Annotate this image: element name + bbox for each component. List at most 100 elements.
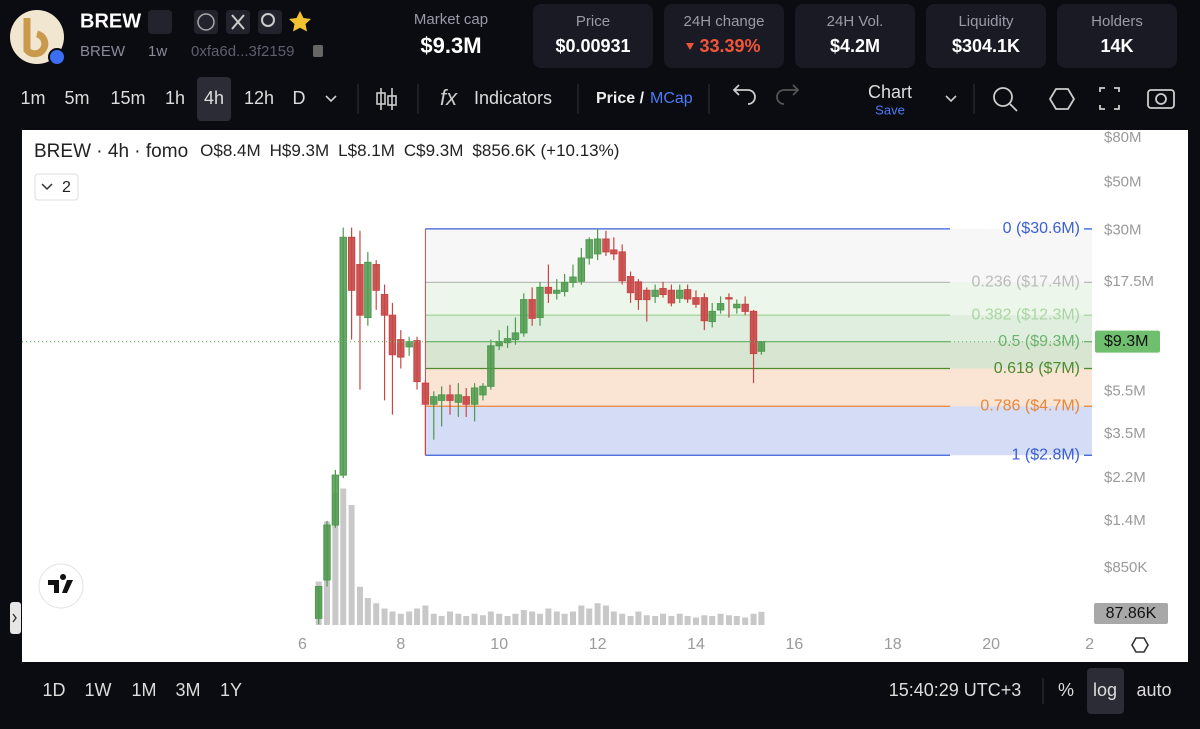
candle-body — [520, 299, 528, 334]
interval[interactable]: 15m — [110, 88, 145, 108]
candle-body — [413, 340, 421, 383]
candle-body — [528, 299, 536, 319]
stat-label: 24H change — [684, 13, 765, 30]
interval[interactable]: 5m — [64, 88, 89, 108]
plot: 0 ($30.6M) 0.236 ($17.4M) 0.382 ($12.3M) 0.… — [22, 129, 1168, 653]
volume-box — [1094, 603, 1168, 624]
stat-label: Liquidity — [958, 13, 1014, 30]
fib-label: 1 ($2.8M) — [1012, 446, 1080, 463]
icon-settings[interactable] — [1048, 88, 1076, 110]
volume-bar — [348, 505, 355, 625]
icon-candles[interactable] — [380, 88, 393, 110]
candle-body — [314, 585, 323, 619]
icon-zoom-handle — [1009, 103, 1018, 112]
chevron — [41, 183, 53, 191]
range-button[interactable]: 3M — [175, 680, 200, 700]
chevron[interactable] — [945, 95, 957, 103]
range-button[interactable]: 1D — [42, 680, 65, 700]
stat-label: 24H Vol. — [827, 13, 884, 30]
stat-value: 14K — [1100, 36, 1133, 56]
candle-body — [618, 251, 626, 282]
auto-toggle[interactable]: auto — [1136, 680, 1171, 700]
fib-label: 0 ($30.6M) — [1003, 220, 1080, 237]
candle-body — [733, 303, 741, 309]
candle-body — [544, 286, 553, 294]
volume-bar — [569, 611, 576, 625]
indicator-count[interactable]: 2 — [62, 179, 71, 196]
volume-bar — [455, 613, 462, 625]
icon-zoom[interactable] — [993, 87, 1013, 107]
interval[interactable]: D — [293, 88, 306, 108]
icon-fullscreen[interactable] — [1099, 87, 1120, 110]
candle-body — [487, 345, 495, 387]
icon-fx[interactable]: fx — [440, 85, 458, 110]
icon-undo[interactable] — [732, 84, 756, 105]
candle-body — [577, 257, 586, 282]
icon-redo[interactable] — [776, 84, 800, 105]
x-tick-label: 16 — [785, 636, 803, 653]
y-tick-label: $30M — [1104, 222, 1142, 239]
percent-toggle[interactable]: % — [1058, 680, 1074, 700]
range-button[interactable]: 1M — [131, 680, 156, 700]
log-toggle[interactable]: log — [1093, 680, 1117, 700]
volume-bar — [463, 616, 470, 625]
volume-bar — [701, 615, 708, 625]
candle-body — [470, 387, 479, 405]
indicators-button[interactable]: Indicators — [474, 88, 552, 108]
volume-bar — [529, 611, 536, 625]
chart-button[interactable]: Chart — [868, 82, 912, 102]
change: $856.6K (+10.13%) — [472, 141, 619, 160]
volume-bar — [742, 617, 749, 625]
ohlc-key: O — [200, 141, 213, 160]
candle-body — [479, 385, 487, 396]
candle-body — [323, 524, 331, 581]
volume-bar — [619, 613, 626, 625]
fib-label: 0.5 ($9.3M) — [998, 333, 1080, 350]
interval[interactable]: 12h — [244, 88, 274, 108]
icon-globe — [197, 13, 215, 31]
x-tick-label: 2 — [1085, 636, 1094, 653]
indicator-toggle[interactable] — [34, 173, 79, 201]
tv-logo[interactable] — [38, 563, 84, 609]
fib-band — [425, 228, 1092, 283]
interval[interactable]: 1h — [165, 88, 185, 108]
candle-body — [380, 294, 389, 316]
side-toggle-arrow — [12, 613, 17, 623]
stat-box — [1057, 4, 1177, 68]
candle-body — [430, 396, 438, 405]
chevron[interactable] — [325, 95, 337, 103]
fib-band — [425, 368, 1092, 407]
interval[interactable]: 1m — [20, 88, 45, 108]
fib-label: 0.382 ($12.3M) — [971, 306, 1080, 323]
interval[interactable]: 4h — [204, 88, 224, 108]
token-name: BREW — [80, 10, 141, 32]
volume-bar — [340, 488, 347, 625]
save-label[interactable]: Save — [875, 102, 905, 117]
ohlc-value: $8.4M — [213, 141, 260, 160]
icon-camera[interactable] — [1147, 89, 1175, 109]
candle-body — [741, 303, 749, 312]
icon-copy[interactable] — [313, 45, 323, 57]
icon-star[interactable] — [289, 11, 311, 32]
candle-body — [339, 236, 347, 476]
range-button[interactable]: 1Y — [220, 680, 242, 700]
log-selected — [1087, 668, 1124, 714]
volume-bar — [553, 611, 560, 625]
candle-body — [626, 276, 635, 294]
icon-chain[interactable] — [148, 10, 172, 34]
volume-bar — [479, 615, 486, 625]
stat-label: Price — [576, 13, 610, 30]
candle-body — [692, 297, 700, 305]
range-button[interactable]: 1W — [85, 680, 112, 700]
volume-bar — [430, 613, 437, 625]
stat-box — [533, 4, 653, 68]
price-toggle[interactable]: Price / — [596, 90, 645, 107]
mcap-toggle[interactable]: MCap — [650, 90, 693, 107]
candle-body — [634, 281, 643, 301]
x-tick-label: 6 — [298, 636, 307, 653]
icon-axis-settings[interactable] — [1131, 637, 1149, 653]
stat-box — [664, 4, 784, 68]
volume-bar — [504, 616, 511, 625]
stat-box — [926, 4, 1046, 68]
token-address[interactable]: 0xfa6d...3f2159 — [191, 43, 294, 60]
